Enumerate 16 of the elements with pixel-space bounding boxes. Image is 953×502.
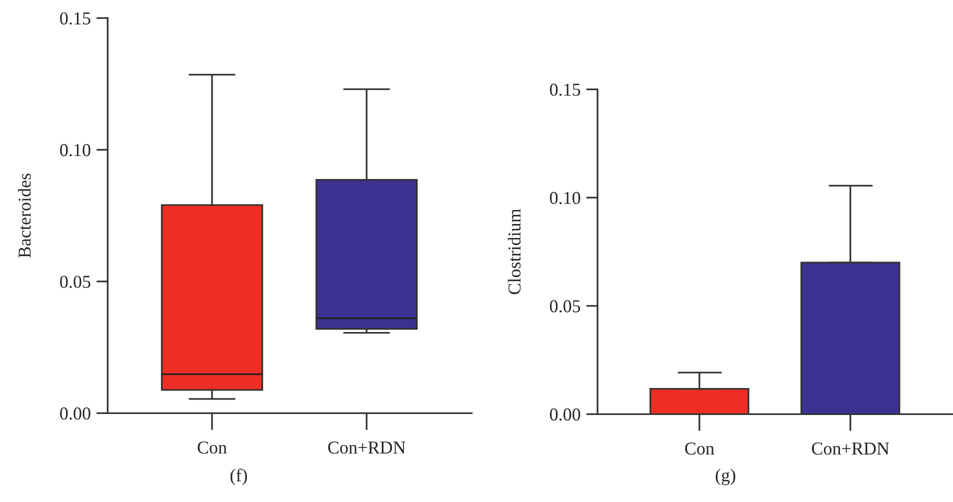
y-tick-label: 0.10 [60,144,90,156]
y-tick-label: 0.05 [550,300,580,312]
x-tick-label: Con [685,442,714,455]
x-tick-label: Con [198,441,227,454]
x-tick-label: Con+RDN [328,441,406,454]
x-tick-label: Con+RDN [812,442,890,455]
text: (f) [230,468,247,486]
y-tick-label: 0.00 [60,407,90,420]
y-tick-label: 0.15 [550,84,580,96]
y-tick-label: 0.10 [550,192,580,204]
y-tick-label: 0.05 [60,276,90,288]
text: (g) [716,468,736,486]
y-tick-label: 0.00 [550,408,580,421]
y-axis-title: Clostridium [508,208,521,294]
y-axis-title: Bacteroides [18,174,31,258]
y-tick-label: 0.15 [60,12,90,25]
